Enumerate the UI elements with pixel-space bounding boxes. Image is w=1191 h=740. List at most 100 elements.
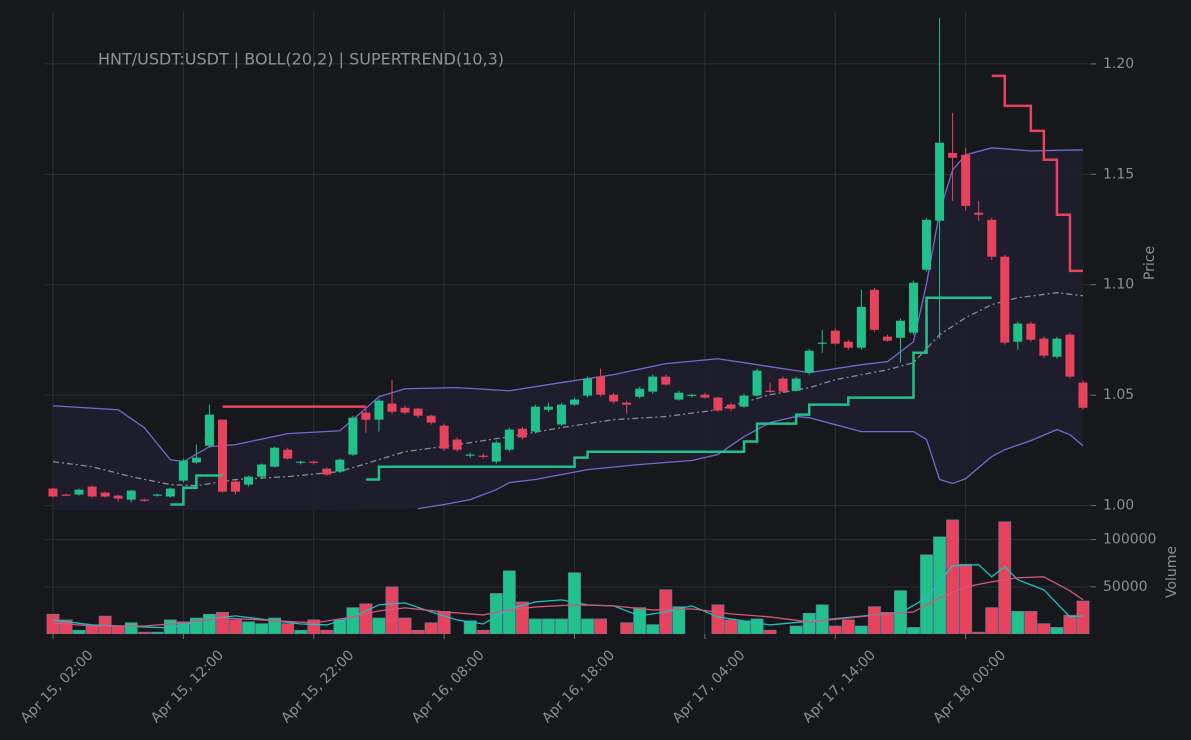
volume-bar bbox=[646, 624, 660, 634]
candle-body bbox=[791, 378, 801, 391]
volume-bar bbox=[1011, 611, 1025, 634]
candle-body bbox=[543, 406, 553, 410]
candle-body bbox=[817, 342, 827, 344]
y-tick-label: 1.10 bbox=[1103, 277, 1134, 293]
indicator-line bbox=[52, 292, 1084, 487]
volume-bar bbox=[737, 620, 751, 634]
candle-body bbox=[1065, 334, 1075, 377]
candle-body bbox=[622, 402, 632, 405]
candle-body bbox=[961, 154, 971, 206]
candle-body bbox=[87, 486, 97, 497]
candle-body bbox=[191, 457, 201, 463]
candle-body bbox=[674, 392, 684, 400]
volume-bar bbox=[581, 618, 594, 634]
candle-body bbox=[987, 219, 997, 257]
y-tick-label: 100000 bbox=[1103, 532, 1156, 548]
candle-body bbox=[556, 404, 566, 425]
indicator-line bbox=[52, 576, 1084, 627]
candle-body bbox=[231, 481, 241, 492]
volume-bar bbox=[46, 613, 60, 634]
volume-bar bbox=[242, 621, 255, 634]
candle-body bbox=[778, 378, 788, 392]
volume-bar bbox=[229, 619, 242, 634]
volume-bar bbox=[594, 618, 608, 634]
candle-body bbox=[935, 142, 945, 221]
candle-body bbox=[1000, 256, 1010, 343]
candle-body bbox=[270, 447, 280, 467]
volume-bar bbox=[789, 625, 803, 634]
candle-body bbox=[74, 489, 84, 495]
candle-body bbox=[504, 429, 514, 450]
y-tick-label: 1.20 bbox=[1103, 56, 1134, 72]
candle-body bbox=[165, 488, 175, 497]
y-tick-label: 1.05 bbox=[1103, 387, 1134, 403]
candle-body bbox=[570, 399, 580, 405]
price-panel bbox=[48, 17, 1088, 510]
candle-body bbox=[1013, 323, 1023, 342]
volume-bar bbox=[359, 603, 373, 634]
volume-bar bbox=[320, 629, 334, 634]
volume-bar bbox=[424, 622, 438, 634]
candle-body bbox=[204, 414, 214, 446]
volume-bar bbox=[203, 613, 216, 634]
volume-bar bbox=[124, 622, 138, 634]
candle-body bbox=[400, 407, 410, 413]
candle-body bbox=[296, 461, 306, 463]
volume-bar bbox=[542, 618, 555, 634]
candle-body bbox=[739, 395, 749, 407]
candle-body bbox=[843, 341, 853, 348]
volume-bar bbox=[946, 519, 960, 634]
volume-bar bbox=[515, 601, 529, 634]
volume-bar bbox=[150, 631, 164, 634]
volume-bar bbox=[933, 536, 947, 634]
volume-bar bbox=[372, 617, 386, 634]
candle-body bbox=[126, 490, 136, 500]
candle-body bbox=[309, 461, 319, 463]
volume-bar bbox=[920, 554, 933, 634]
volume-bar bbox=[750, 618, 764, 634]
band-fill bbox=[53, 147, 1083, 510]
volume-bar bbox=[802, 612, 816, 634]
candle-body bbox=[100, 492, 110, 497]
candle-body bbox=[257, 464, 267, 477]
candle-body bbox=[439, 425, 449, 449]
candle-body bbox=[856, 306, 866, 348]
volume-bar bbox=[85, 625, 99, 634]
candle-body bbox=[895, 320, 905, 338]
candle-body bbox=[517, 428, 527, 438]
volume-bar bbox=[72, 629, 86, 634]
supertrend-line bbox=[365, 296, 992, 481]
volume-bar bbox=[1076, 600, 1090, 634]
volume-bar bbox=[111, 625, 125, 634]
volume-bar bbox=[867, 606, 881, 634]
candle-body bbox=[869, 289, 879, 330]
volume-bar bbox=[1024, 611, 1038, 634]
candle-body bbox=[804, 350, 814, 373]
candle-body bbox=[413, 408, 423, 416]
chart-title: HNT/USDT:USDT | BOLL(20,2) | SUPERTREND(… bbox=[98, 50, 504, 69]
volume-bar bbox=[841, 619, 855, 634]
candle-body bbox=[452, 439, 462, 450]
y-tick-label: 50000 bbox=[1103, 579, 1148, 595]
volume-bar bbox=[711, 604, 725, 634]
candle-body bbox=[596, 376, 606, 395]
candle-body bbox=[882, 336, 892, 341]
volume-bar bbox=[281, 623, 295, 634]
candle-body bbox=[283, 449, 293, 459]
volume-bar bbox=[672, 606, 686, 634]
candle-body bbox=[152, 494, 162, 496]
volume-bar bbox=[724, 619, 738, 634]
y-axis-label: Price bbox=[1142, 246, 1158, 280]
candle-body bbox=[948, 152, 958, 158]
candle-body bbox=[635, 388, 645, 397]
candle-body bbox=[478, 455, 488, 457]
volume-bar bbox=[555, 618, 568, 634]
y-tick-label: 1.15 bbox=[1103, 166, 1134, 182]
candle-body bbox=[178, 460, 188, 481]
candle-body bbox=[244, 476, 254, 485]
candle-body bbox=[713, 397, 723, 411]
candle-body bbox=[322, 468, 332, 475]
volume-bar bbox=[633, 607, 647, 634]
